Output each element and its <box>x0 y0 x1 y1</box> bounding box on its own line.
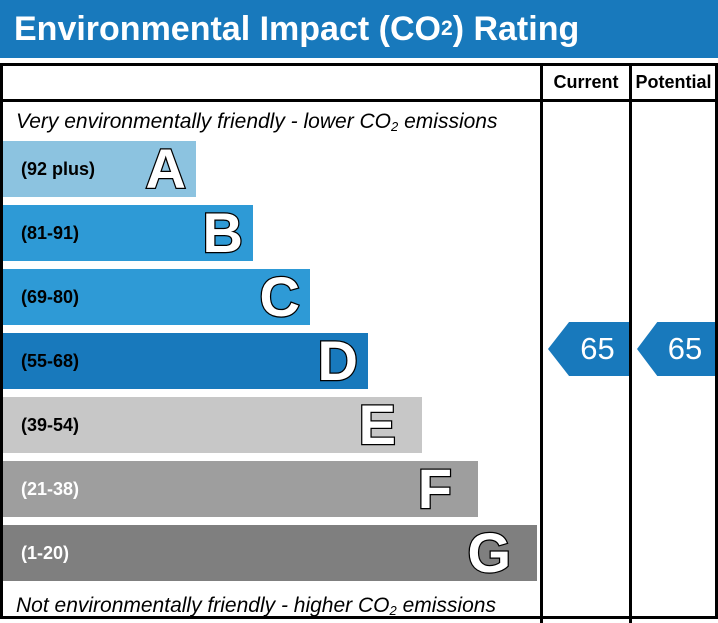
band-g-letter: G <box>466 521 512 584</box>
bottom-note: Not environmentally friendly - higher CO… <box>16 594 496 618</box>
band-f-letter: F <box>417 457 454 520</box>
bands-column: Very environmentally friendly - lower CO… <box>3 102 540 623</box>
band-f-range: (21-38) <box>21 478 80 499</box>
band-row-e: (39-54) E <box>3 393 540 456</box>
band-row-b: (81-91) B <box>3 201 540 264</box>
potential-rating-value: 65 <box>667 331 703 366</box>
band-e-range: (39-54) <box>21 414 80 435</box>
page-title: Environmental Impact (CO 2) Rating <box>0 0 718 58</box>
band-a-letter: A <box>144 137 187 200</box>
table-header-row: Current Potential <box>3 66 715 102</box>
potential-rating-arrow: 65 <box>637 322 715 376</box>
page-title-text: Environmental Impact (CO <box>14 9 441 48</box>
band-row-d: (55-68) D <box>3 329 540 392</box>
top-note: Very environmentally friendly - lower CO… <box>16 109 498 134</box>
header-chart-spacer <box>3 66 540 99</box>
band-row-c: (69-80) C <box>3 265 540 328</box>
potential-rating-column: 65 <box>629 102 715 623</box>
current-rating-column: 65 <box>540 102 629 623</box>
band-a-range: (92 plus) <box>21 158 96 179</box>
band-d-range: (55-68) <box>21 350 80 371</box>
band-row-a: (92 plus) A <box>3 137 540 200</box>
band-b-range: (81-91) <box>21 222 80 243</box>
band-b: (81-91) B <box>3 201 253 264</box>
current-rating-arrow: 65 <box>548 322 629 376</box>
band-c-range: (69-80) <box>21 286 80 307</box>
band-g: (1-20) G <box>3 521 537 584</box>
band-f: (21-38) F <box>3 457 478 520</box>
band-d-letter: D <box>316 329 359 392</box>
top-note-subscript: 2 <box>391 118 399 134</box>
rating-table: Current Potential Very environmentally f… <box>0 63 718 623</box>
bottom-note-subscript: 2 <box>389 602 397 618</box>
header-potential: Potential <box>629 66 715 99</box>
table-body: Very environmentally friendly - lower CO… <box>3 102 715 623</box>
band-e-letter: E <box>357 393 397 456</box>
current-rating-value: 65 <box>580 331 615 366</box>
band-c-letter: C <box>258 265 301 328</box>
header-current: Current <box>540 66 629 99</box>
band-g-range: (1-20) <box>21 542 70 563</box>
band-e: (39-54) E <box>3 393 422 456</box>
band-row-f: (21-38) F <box>3 457 540 520</box>
band-row-g: (1-20) G <box>3 521 540 584</box>
band-d: (55-68) D <box>3 329 368 392</box>
band-a: (92 plus) A <box>3 137 196 200</box>
page-title-text-end: ) Rating <box>452 9 580 48</box>
band-b-letter: B <box>201 201 244 264</box>
band-c: (69-80) C <box>3 265 310 328</box>
